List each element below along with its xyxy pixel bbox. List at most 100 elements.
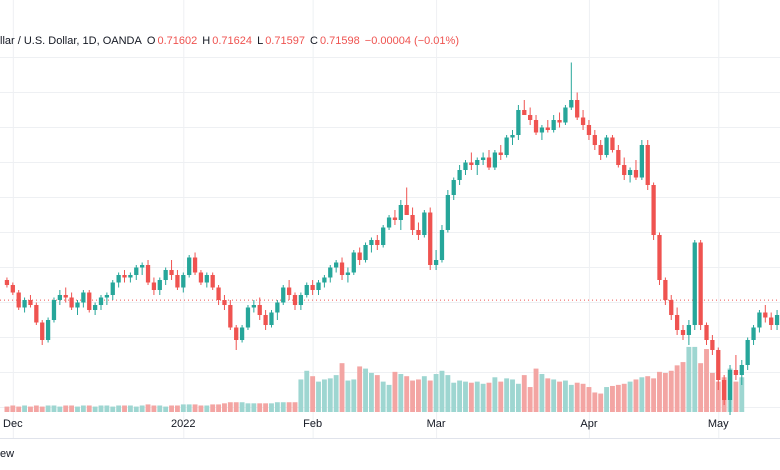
volume-bar <box>163 406 169 412</box>
candle-body <box>445 195 450 230</box>
volume-bar <box>92 406 98 412</box>
candle-body <box>92 305 98 310</box>
footer-text: ew <box>0 448 15 460</box>
candle-body <box>551 120 556 130</box>
candle-body <box>604 137 609 155</box>
volume-bar <box>80 405 86 412</box>
candle <box>339 257 345 280</box>
candle <box>169 260 174 280</box>
candle-body <box>275 302 280 313</box>
candle <box>269 310 274 328</box>
x-tick-label: Dec <box>3 418 23 430</box>
volume-bar <box>492 377 498 412</box>
candle-body <box>627 170 633 175</box>
candle-body <box>98 297 104 305</box>
candle-body <box>234 327 239 340</box>
candle <box>192 252 198 275</box>
volume-bar <box>363 368 368 412</box>
candle-body <box>40 322 45 340</box>
volume-bar <box>610 385 615 412</box>
candle <box>286 280 292 300</box>
candle <box>134 265 139 280</box>
candle <box>104 292 110 305</box>
candle <box>774 310 780 330</box>
volume-bar <box>468 382 474 412</box>
candle <box>4 277 10 288</box>
candle-body <box>363 245 368 260</box>
legend-high-value: 0.71624 <box>212 35 252 47</box>
candle-body <box>151 282 157 290</box>
x-tick-label: Apr <box>580 418 597 430</box>
volume-bar <box>310 376 316 412</box>
volume-bar <box>51 405 57 412</box>
volume-bar <box>286 402 292 412</box>
volume-bar <box>510 379 515 412</box>
candle-body <box>175 275 180 288</box>
candle-body <box>739 365 744 375</box>
volume-bar <box>98 405 104 412</box>
candle <box>610 135 615 153</box>
volume-bar <box>668 370 674 412</box>
candle-body <box>322 277 327 283</box>
candle <box>451 177 456 200</box>
candle <box>140 262 145 275</box>
candle-body <box>28 300 33 305</box>
volume-bar <box>28 406 33 412</box>
volume-bar <box>562 380 568 412</box>
candle-body <box>475 160 480 165</box>
candle <box>204 272 209 288</box>
volume-bar <box>416 379 421 412</box>
candle <box>281 285 286 305</box>
candle-body <box>392 217 398 220</box>
candle-body <box>286 287 292 295</box>
candle <box>10 282 15 295</box>
candle-body <box>257 305 262 315</box>
volume-bar <box>304 370 310 412</box>
candle <box>245 305 251 330</box>
candle <box>757 310 762 333</box>
candle <box>292 292 298 310</box>
volume-bar <box>157 405 163 412</box>
volume-bar <box>245 403 251 412</box>
candle <box>363 242 368 263</box>
candle-body <box>645 145 650 185</box>
volume-bar <box>339 363 345 412</box>
legend-close-value: 0.71598 <box>319 35 360 47</box>
candle-body <box>398 205 403 220</box>
candle <box>69 292 74 310</box>
candle-body <box>498 152 503 155</box>
legend-high-label: H <box>202 35 211 47</box>
legend-open-label: O <box>146 35 156 47</box>
volume-bar <box>151 405 157 412</box>
candle <box>586 120 592 140</box>
candle <box>157 277 162 295</box>
candle-body <box>592 135 597 145</box>
candle-body <box>580 117 586 125</box>
volume-bar <box>545 378 551 412</box>
candle-body <box>416 230 421 235</box>
candle-body <box>716 350 721 380</box>
candle <box>181 272 186 293</box>
candle-body <box>433 260 439 265</box>
candle <box>16 290 21 310</box>
candle-body <box>410 215 415 230</box>
candle-body <box>239 327 245 340</box>
x-tick-label: May <box>708 418 729 430</box>
candle <box>575 92 580 120</box>
candle-body <box>81 292 86 303</box>
volume-bar <box>39 406 45 412</box>
volume-bar <box>439 370 445 412</box>
candle <box>381 225 386 248</box>
volume-bar <box>486 382 492 412</box>
candle-body <box>539 127 545 133</box>
volume-bar <box>709 372 715 412</box>
volume-bar <box>445 375 451 412</box>
volume-bar <box>186 404 192 412</box>
volume-bar <box>198 405 204 412</box>
candle <box>222 295 227 310</box>
volume-bar <box>739 377 745 412</box>
candle <box>763 305 768 323</box>
volume-bar <box>657 371 662 412</box>
candle-body <box>75 302 80 308</box>
